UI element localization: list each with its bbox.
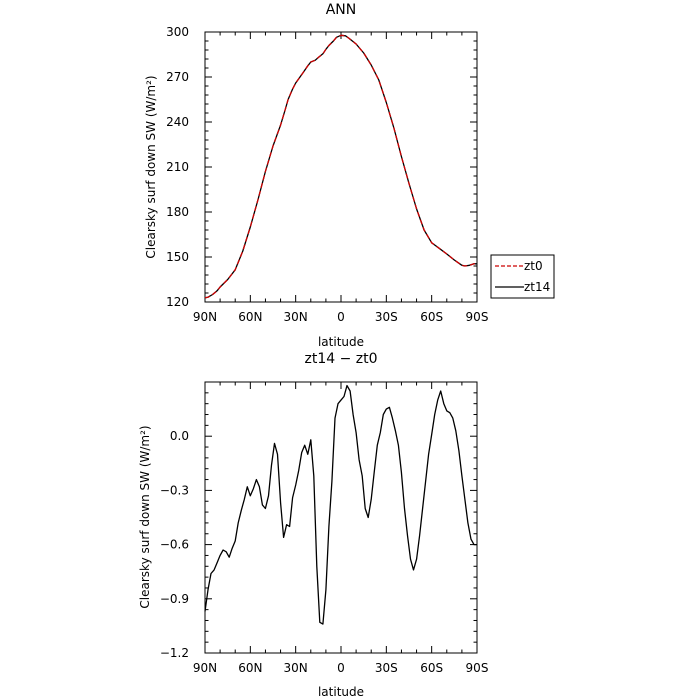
series-line-zt0 xyxy=(204,34,477,299)
top-panel: ANN 90N 60N 30N 0 30S 60S 90S 120 150 180 210 240 27… xyxy=(144,2,555,349)
y-tick-label: 210 xyxy=(166,160,189,174)
y-tick-label: −0.3 xyxy=(160,483,189,497)
y-tick-label: 180 xyxy=(166,205,189,219)
chart-title: ANN xyxy=(326,2,357,18)
series-line-zt14 xyxy=(204,34,477,299)
tick-labels: 90N 60N 30N 0 30S 60S 90S −1.2 −0.9 −0.6 −0.3 0.0 xyxy=(160,429,489,675)
x-tick-label: 0 xyxy=(337,661,345,675)
x-tick-label: 90S xyxy=(466,661,489,675)
series-group xyxy=(204,34,477,299)
y-tick-label: −0.6 xyxy=(160,538,189,552)
y-tick-label: 300 xyxy=(166,25,189,39)
series-line-zt14 xyxy=(204,384,477,625)
chart-title: zt14 − zt0 xyxy=(304,351,377,367)
x-tick-label: 60S xyxy=(420,661,443,675)
x-tick-label: 30S xyxy=(375,310,398,324)
plot-frame xyxy=(204,31,478,303)
y-tick-label: 120 xyxy=(166,295,189,309)
y-tick-label: 0.0 xyxy=(170,429,189,443)
x-tick-label: 0 xyxy=(337,310,345,324)
axis-ticks xyxy=(204,31,478,303)
x-axis-label: latitude xyxy=(318,335,364,349)
legend: zt0 zt14 xyxy=(490,254,555,299)
x-tick-label: 60N xyxy=(238,661,262,675)
legend-label-zt0: zt0 xyxy=(524,259,543,273)
y-axis-label: Clearsky surf down SW (W/m²) xyxy=(138,425,152,608)
x-tick-label: 90N xyxy=(193,661,217,675)
x-tick-label: 90N xyxy=(193,310,217,324)
y-tick-label: 240 xyxy=(166,115,189,129)
series-group xyxy=(204,384,477,625)
x-axis-label: latitude xyxy=(318,685,364,699)
legend-label-zt14: zt14 xyxy=(524,280,550,294)
x-tick-label: 30N xyxy=(284,310,308,324)
x-tick-label: 60S xyxy=(420,310,443,324)
y-axis-label: Clearsky surf down SW (W/m²) xyxy=(144,75,158,258)
y-tick-label: 270 xyxy=(166,70,189,84)
tick-labels: 90N 60N 30N 0 30S 60S 90S 120 150 180 210 240 270 300 xyxy=(166,25,488,324)
bottom-panel: zt14 − zt0 90N 60N 30N 0 30S 60S 90S −1.2 −0.9 −0… xyxy=(138,351,488,699)
legend-box xyxy=(490,254,555,299)
x-tick-label: 60N xyxy=(238,310,262,324)
plot-frame xyxy=(204,381,478,654)
y-tick-label: −1.2 xyxy=(160,646,189,660)
y-tick-label: 150 xyxy=(166,250,189,264)
y-tick-label: −0.9 xyxy=(160,592,189,606)
axis-ticks xyxy=(204,382,478,654)
x-tick-label: 30S xyxy=(375,661,398,675)
x-tick-label: 90S xyxy=(466,310,489,324)
x-tick-label: 30N xyxy=(284,661,308,675)
